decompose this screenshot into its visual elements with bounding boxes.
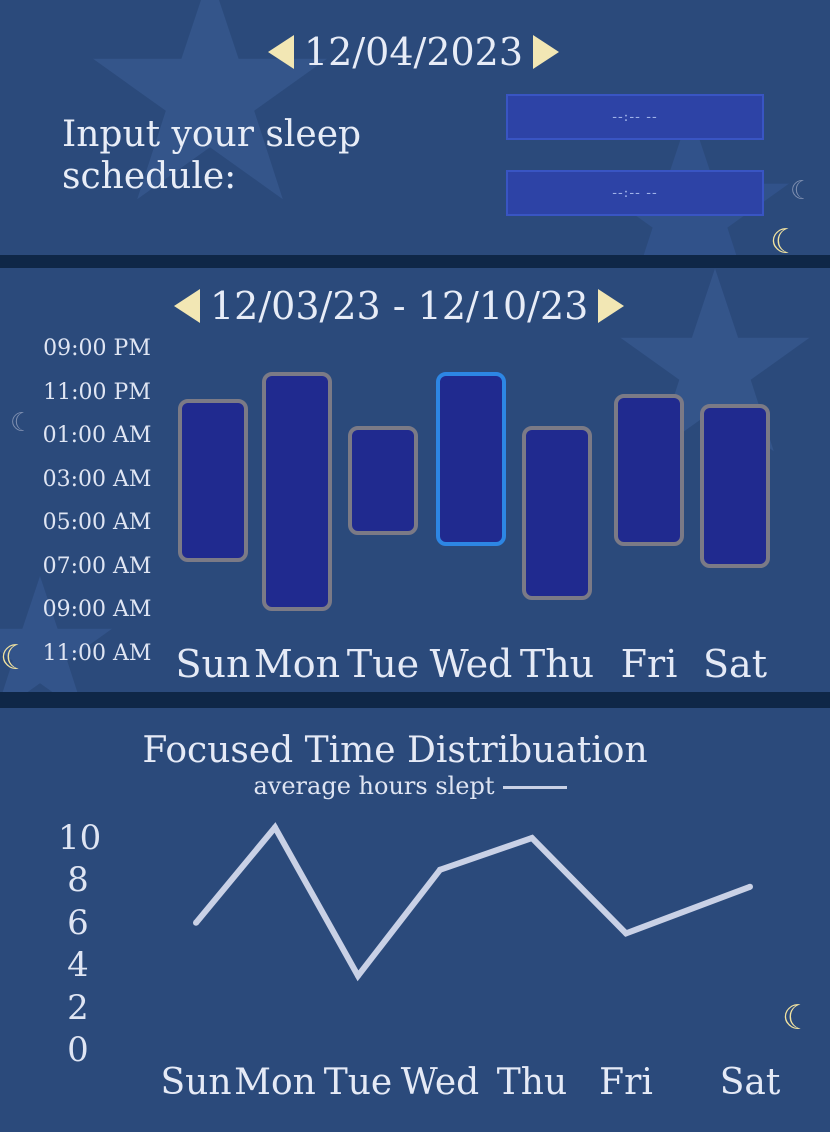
legend-swatch <box>502 786 567 789</box>
chart-legend: average hours slept <box>0 772 820 800</box>
sleep-input-panel: 12/04/2023 Input your sleep schedule: --… <box>0 0 830 255</box>
data-point-fri <box>623 930 629 937</box>
data-point-mon <box>272 824 278 831</box>
day-label: Wed <box>429 642 513 686</box>
current-date: 12/04/2023 <box>304 30 524 74</box>
time-label: 11:00 PM <box>43 379 151 405</box>
sleep-bar-sat[interactable] <box>700 404 770 568</box>
time-label: 11:00 AM <box>42 640 152 666</box>
week-nav: 12/03/23 - 12/10/23 <box>174 284 625 328</box>
sleep-start-input[interactable]: --:-- -- <box>506 94 764 140</box>
weekly-sleep-panel: 12/03/23 - 12/10/23 09:00 PM 11:00 PM 01:0… <box>0 268 830 692</box>
crescent-moon-icon: ☾ <box>782 998 813 1038</box>
day-label: Thu <box>519 642 595 686</box>
day-label: Mon <box>253 642 341 686</box>
x-tick-label: Fri <box>599 1062 653 1103</box>
sleep-start-placeholder: --:-- -- <box>612 109 658 125</box>
data-point-wed <box>437 866 443 873</box>
y-tick-label: 2 <box>67 987 89 1028</box>
x-tick-label: Wed <box>400 1062 480 1103</box>
y-tick-label: 6 <box>67 902 89 943</box>
crescent-moon-icon: ☾ <box>770 222 801 255</box>
x-tick-label: Sat <box>719 1062 781 1103</box>
y-tick-label: 8 <box>67 860 89 901</box>
week-range: 12/03/23 - 12/10/23 <box>210 284 589 328</box>
next-week-icon[interactable] <box>598 289 625 323</box>
date-nav: 12/04/2023 <box>268 30 560 74</box>
day-label: Tue <box>346 642 420 686</box>
series-line <box>193 822 752 982</box>
time-label: 01:00 AM <box>42 423 152 448</box>
crescent-moon-icon: ☾ <box>790 176 814 206</box>
focused-time-chart-panel: Focused Time Distribuation average hours… <box>0 708 830 1132</box>
data-point-sat <box>747 883 753 890</box>
y-tick-label: 10 <box>58 818 102 858</box>
day-label: Sat <box>703 642 767 686</box>
y-tick-label: 0 <box>67 1030 89 1070</box>
time-label: 09:00 PM <box>43 336 151 361</box>
data-point-sun <box>193 919 199 926</box>
day-label: Fri <box>620 642 678 686</box>
sleep-bar-thu[interactable] <box>522 426 592 601</box>
sleep-bar-fri[interactable] <box>614 393 684 546</box>
crescent-moon-icon: ☾ <box>0 638 31 678</box>
crescent-moon-icon: ☾ <box>10 408 34 438</box>
line-chart <box>193 822 753 982</box>
sleep-end-placeholder: --:-- -- <box>612 185 658 201</box>
sleep-bar-tue[interactable] <box>348 426 418 535</box>
chart-title: Focused Time Distribuation <box>142 730 648 771</box>
time-label: 05:00 AM <box>42 510 152 535</box>
legend-label: average hours slept <box>253 772 495 800</box>
x-tick-label: Thu <box>496 1062 568 1103</box>
next-day-icon[interactable] <box>533 35 560 69</box>
data-point-tue <box>355 972 361 979</box>
data-point-thu <box>529 835 535 841</box>
time-label: 03:00 AM <box>42 466 152 492</box>
x-tick-label: Mon <box>234 1062 316 1103</box>
sleep-bar-wed[interactable] <box>436 371 506 546</box>
day-label: Sun <box>175 642 251 686</box>
sleep-end-input[interactable]: --:-- -- <box>506 170 764 216</box>
x-tick-label: Tue <box>323 1062 393 1103</box>
prev-day-icon[interactable] <box>268 35 294 69</box>
x-tick-label: Sun <box>160 1062 232 1103</box>
prev-week-icon[interactable] <box>174 289 200 323</box>
time-label: 07:00 AM <box>42 553 152 579</box>
time-label: 09:00 AM <box>42 597 152 622</box>
sleep-schedule-prompt: Input your sleep schedule: <box>62 114 362 197</box>
sleep-bar-sun[interactable] <box>178 398 248 563</box>
y-tick-label: 4 <box>67 945 89 986</box>
sleep-bar-mon[interactable] <box>262 371 332 611</box>
